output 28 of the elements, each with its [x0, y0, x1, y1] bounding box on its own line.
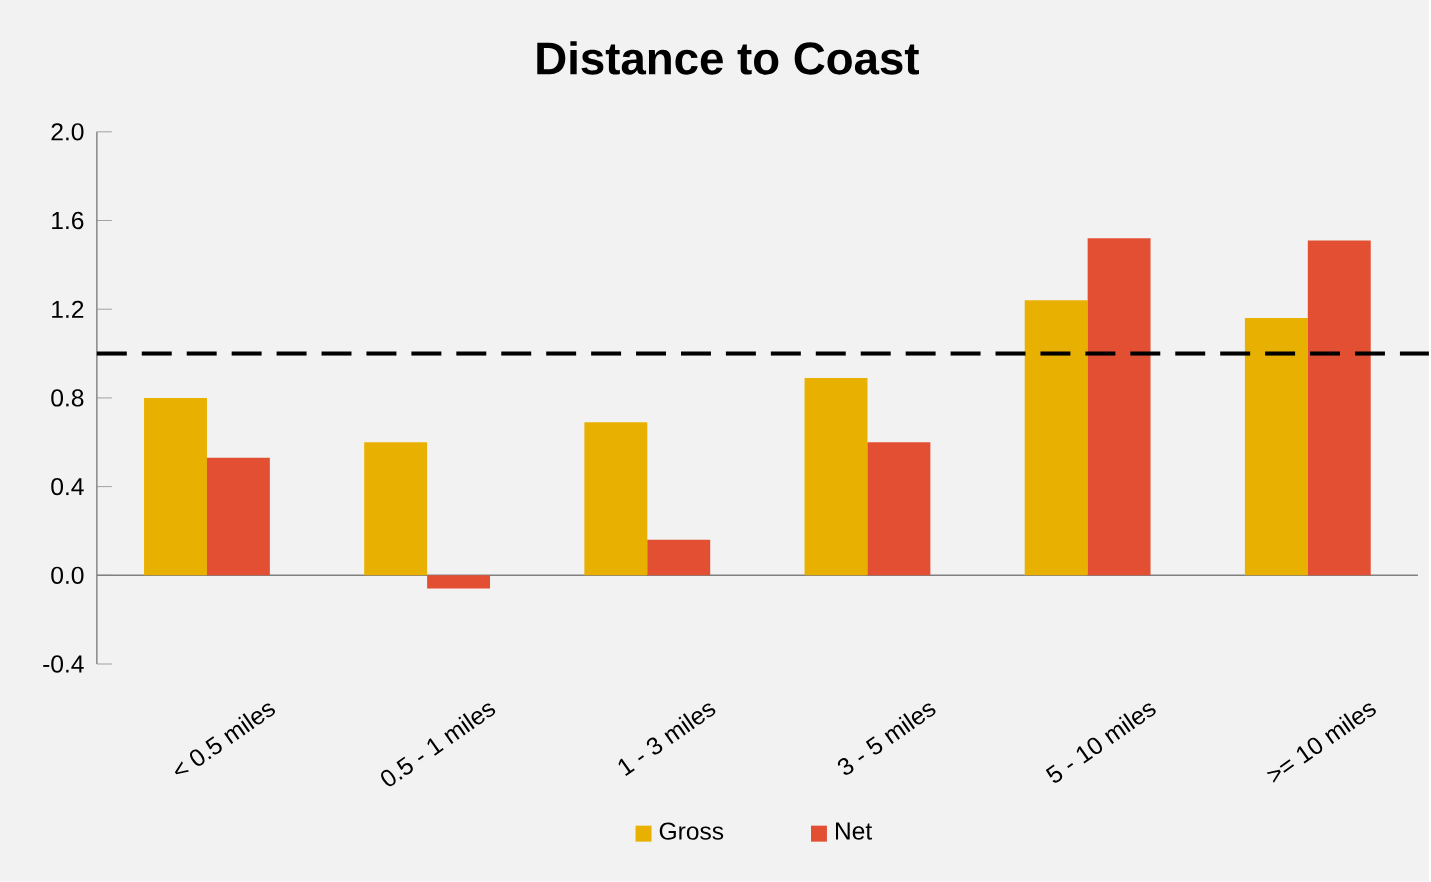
bar — [1024, 300, 1088, 576]
legend-label: Net — [836, 822, 873, 840]
bar — [584, 422, 648, 576]
y-tick-label: 0.0 — [51, 566, 84, 585]
chart-title: Distance to Coast — [537, 41, 919, 75]
bar — [206, 457, 270, 576]
y-tick-label: 0.4 — [51, 478, 84, 496]
legend-label: Gross — [659, 822, 724, 840]
x-tick-label: 5 - 10 miles — [1045, 703, 1156, 783]
x-tick-label: < 0.5 miles — [174, 703, 275, 775]
bar — [1307, 240, 1371, 576]
y-tick-label: 1.2 — [52, 300, 84, 318]
bar — [647, 539, 711, 576]
y-tick-label: 2.0 — [51, 123, 84, 141]
x-tick-label: >= 10 miles — [1266, 703, 1376, 783]
y-tick-label: 1.6 — [52, 212, 84, 230]
bar — [804, 378, 868, 576]
y-tick-label: -0.4 — [43, 655, 84, 673]
x-tick-label: 0.5 - 1 miles — [381, 703, 496, 787]
bar — [427, 575, 491, 589]
bar — [1244, 318, 1308, 576]
y-tick-label: 0.8 — [51, 389, 84, 407]
bar — [144, 398, 207, 576]
bar — [867, 442, 931, 576]
x-tick-label: 3 - 5 miles — [837, 703, 936, 775]
x-tick-label: 1 - 3 miles — [618, 703, 716, 777]
bar — [364, 442, 428, 576]
bar — [1087, 238, 1151, 576]
